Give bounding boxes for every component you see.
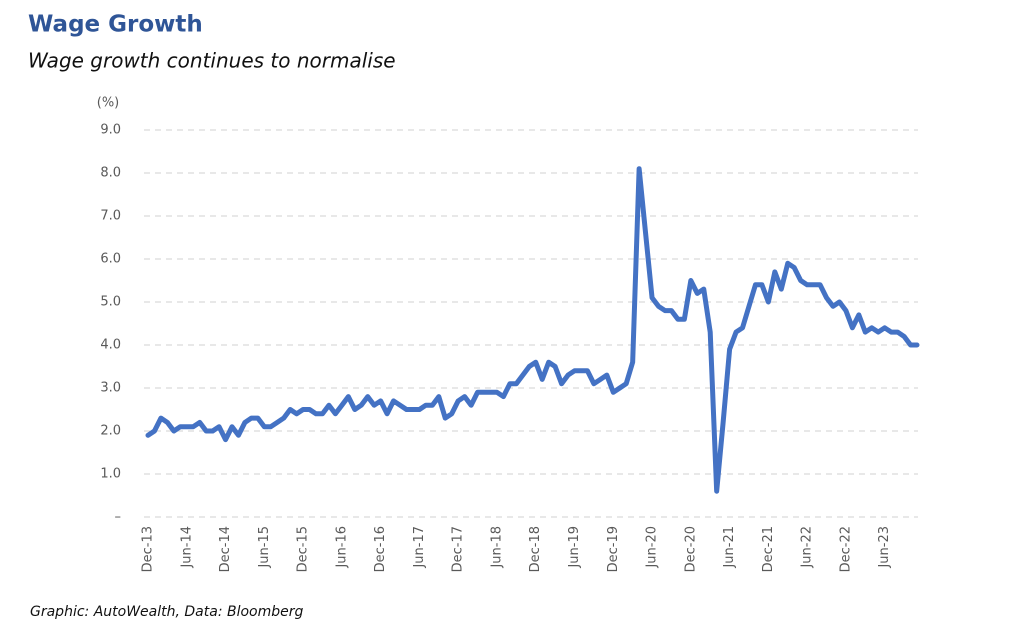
x-tick-label: Jun-22 xyxy=(800,526,815,569)
chart-subtitle: Wage growth continues to normalise xyxy=(28,49,396,73)
x-tick-label: Jun-18 xyxy=(489,526,504,569)
y-tick-label: 3.0 xyxy=(100,381,121,396)
x-tick-label: Dec-22 xyxy=(838,526,853,572)
x-tick-label: Jun-19 xyxy=(567,526,582,569)
x-tick-label: Jun-14 xyxy=(179,526,194,569)
y-tick-label: 6.0 xyxy=(100,252,121,267)
data-line xyxy=(145,166,920,494)
x-tick-label: Jun-20 xyxy=(645,526,660,569)
chart-title: Wage Growth xyxy=(28,12,203,38)
x-tick-label: Dec-14 xyxy=(218,526,233,572)
x-tick-label: Dec-13 xyxy=(141,526,156,572)
x-tick-label: Jun-15 xyxy=(257,526,272,569)
x-tick-label: Jun-21 xyxy=(722,526,737,569)
y-tick-label: – xyxy=(115,510,122,525)
x-tick-label: Dec-19 xyxy=(606,526,621,572)
y-tick-label: 1.0 xyxy=(100,467,121,482)
x-tick-label: Dec-18 xyxy=(528,526,543,572)
x-tick-label: Dec-20 xyxy=(683,526,698,572)
y-tick-label: 2.0 xyxy=(100,424,121,439)
x-tick-label: Dec-15 xyxy=(296,526,311,572)
x-tick-label: Jun-16 xyxy=(334,526,349,569)
x-tick-label: Jun-23 xyxy=(877,526,892,569)
y-axis-label: (%) xyxy=(97,96,120,111)
x-tick-label: Dec-17 xyxy=(451,526,466,572)
y-tick-label: 4.0 xyxy=(100,338,121,353)
x-tick-label: Jun-17 xyxy=(412,526,427,569)
y-tick-label: 5.0 xyxy=(100,295,121,310)
y-tick-label: 8.0 xyxy=(100,166,121,181)
x-tick-label: Dec-16 xyxy=(373,526,388,572)
y-tick-label: 7.0 xyxy=(100,209,121,224)
source-note: Graphic: AutoWealth, Data: Bloomberg xyxy=(30,604,304,620)
x-tick-label: Dec-21 xyxy=(761,526,776,572)
y-tick-label: 9.0 xyxy=(100,123,121,138)
